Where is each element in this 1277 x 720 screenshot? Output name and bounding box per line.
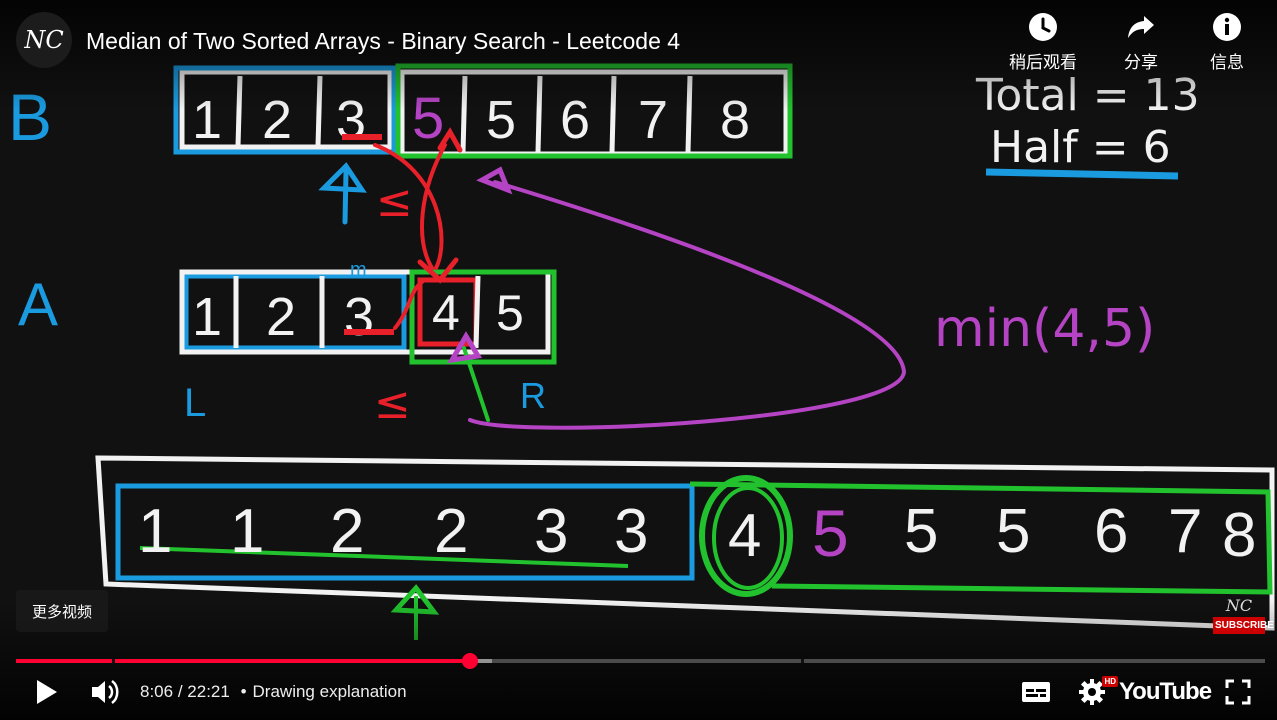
array-a-cell: 4 xyxy=(432,285,460,341)
chapter-marker xyxy=(112,659,115,663)
min-expression: min(4,5) xyxy=(934,299,1155,359)
captions-icon xyxy=(1022,682,1050,702)
label-b: B xyxy=(8,80,52,154)
info-icon xyxy=(1213,13,1241,41)
array-b-cell: 8 xyxy=(720,90,750,150)
merged-array: 1 1 2 2 3 3 4 5 5 5 6 7 8 xyxy=(95,455,1275,640)
channel-logo-text: NC xyxy=(24,26,64,54)
totals-note: Total = 13 Half = 6 xyxy=(975,70,1200,180)
time-display: 8:06 / 22:21 • Drawing explanation xyxy=(140,682,407,702)
youtube-logo-button[interactable]: YouTube xyxy=(1119,672,1212,712)
merged-cell: 5 xyxy=(812,496,849,570)
merged-cell: 2 xyxy=(434,497,468,566)
watch-later-button[interactable]: 稍后观看 xyxy=(998,12,1088,73)
play-button[interactable] xyxy=(24,672,70,712)
array-b: 1 2 3 5 5 6 7 8 xyxy=(173,63,793,159)
more-videos-button[interactable]: 更多视频 xyxy=(16,590,108,632)
channel-avatar[interactable]: NC xyxy=(16,12,72,68)
channel-watermark[interactable]: NC SUBSCRIBE xyxy=(1213,596,1274,634)
clock-icon xyxy=(1029,13,1057,41)
array-a-cell: 2 xyxy=(266,287,296,347)
youtube-logo: YouTube xyxy=(1118,678,1212,705)
array-a: 1 2 3 4 5 m xyxy=(179,259,557,365)
merged-cell: 7 xyxy=(1168,497,1202,566)
play-icon xyxy=(37,680,57,704)
share-button[interactable]: 分享 xyxy=(1096,12,1186,73)
subscribe-badge: SUBSCRIBE xyxy=(1213,617,1274,634)
merged-cell: 8 xyxy=(1222,501,1256,570)
merged-cell: 2 xyxy=(330,497,364,566)
watch-later-label: 稍后观看 xyxy=(1009,53,1077,72)
right-label: R xyxy=(520,375,546,416)
progress-played xyxy=(16,659,470,663)
array-b-cell: 6 xyxy=(560,90,590,150)
chapter-title[interactable]: Drawing explanation xyxy=(252,682,407,701)
gear-icon xyxy=(1079,679,1105,705)
array-b-cell: 5 xyxy=(486,90,516,150)
array-b-cell: 1 xyxy=(192,90,222,150)
volume-icon xyxy=(92,679,119,705)
chapter-marker xyxy=(801,659,804,663)
array-b-cell: 5 xyxy=(412,86,444,151)
merged-cell: 5 xyxy=(904,497,938,566)
left-label: L xyxy=(184,381,206,425)
label-a: A xyxy=(18,271,58,338)
watermark-logo: NC xyxy=(1225,596,1253,615)
progress-bar[interactable] xyxy=(16,653,1265,669)
merged-cell: 4 xyxy=(728,502,761,569)
mid-label: m xyxy=(350,259,367,281)
share-icon xyxy=(1128,16,1154,38)
array-b-cell: 2 xyxy=(262,90,292,150)
time-total: 22:21 xyxy=(187,682,230,701)
merged-cell: 1 xyxy=(138,497,172,566)
total-text: Total = 13 xyxy=(975,70,1200,121)
array-b-cell: 7 xyxy=(638,90,668,150)
info-button[interactable]: 信息 xyxy=(1182,12,1272,73)
scrubber-handle[interactable] xyxy=(461,653,478,669)
mute-button[interactable] xyxy=(82,672,128,712)
array-a-cell: 1 xyxy=(192,287,222,347)
time-current: 8:06 xyxy=(140,682,174,701)
merged-cell: 3 xyxy=(534,497,568,566)
merged-cell: 3 xyxy=(614,497,648,566)
merged-cell: 5 xyxy=(996,497,1030,566)
annotations: ≤ ≤ L R min(4,5) xyxy=(184,127,1155,430)
le-sign-top: ≤ xyxy=(376,176,413,227)
array-b-cell: 3 xyxy=(336,90,366,150)
chapter-separator: • xyxy=(240,682,247,701)
merged-cell: 1 xyxy=(230,497,264,566)
info-label: 信息 xyxy=(1210,53,1244,72)
captions-button[interactable] xyxy=(1014,672,1058,712)
fullscreen-button[interactable] xyxy=(1216,672,1260,712)
half-text: Half = 6 xyxy=(990,122,1171,173)
array-a-cell: 3 xyxy=(344,287,374,347)
le-sign-bottom: ≤ xyxy=(374,378,411,429)
settings-button[interactable]: HD xyxy=(1070,672,1118,712)
time-separator: / xyxy=(177,682,183,701)
fullscreen-icon xyxy=(1225,679,1251,705)
share-label: 分享 xyxy=(1124,53,1158,72)
video-title[interactable]: Median of Two Sorted Arrays - Binary Sea… xyxy=(86,28,681,54)
merged-cell: 6 xyxy=(1094,497,1128,566)
player-controls: 8:06 / 22:21 • Drawing explanation HD You… xyxy=(0,672,1277,712)
hd-badge: HD xyxy=(1102,676,1118,687)
array-a-cell: 5 xyxy=(496,285,524,341)
